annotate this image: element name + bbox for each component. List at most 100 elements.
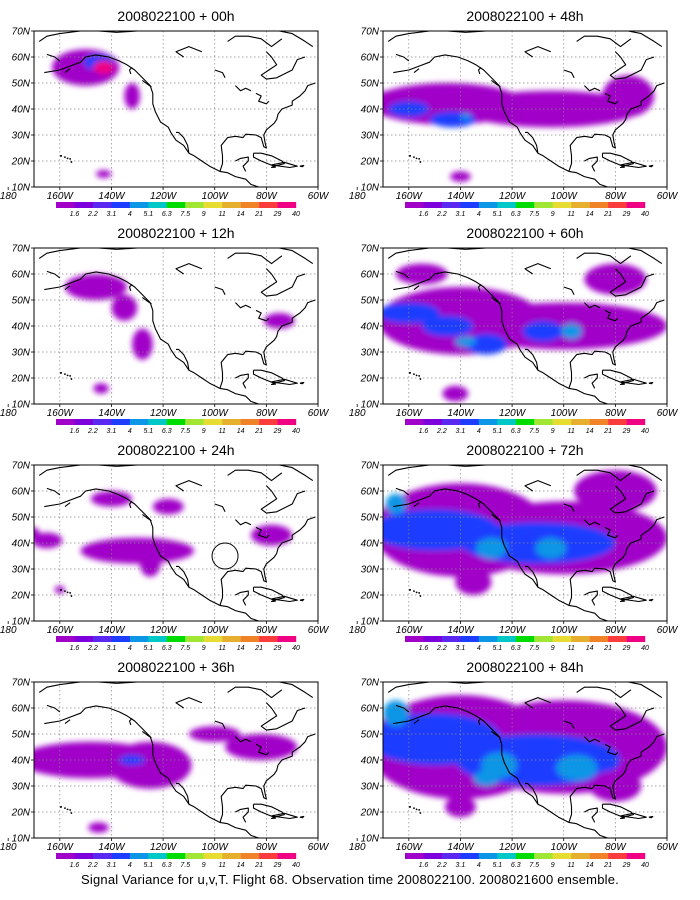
colorbar-swatch [478,202,498,208]
colorbar-label: 40 [292,211,300,218]
colorbar-swatch [129,853,149,859]
colorbar-label: 1.6 [70,645,80,652]
colorbar-label: 5.1 [143,862,153,869]
colorbar-swatch [111,419,131,425]
colorbar-label: 6.3 [162,428,172,435]
colorbar-swatch [277,853,297,859]
colorbar-swatch [222,202,241,208]
panel-title: 2008022100 + 84h [466,659,583,675]
lon-tick-label: 60W [308,625,330,636]
lon-tick-label: 80W [256,191,278,202]
grid-lines [383,682,667,838]
colorbar-label: 21 [603,211,612,218]
colorbar-label: 29 [273,428,282,435]
colorbar-label: 1.6 [419,645,429,652]
panel-title: 2008022100 + 48h [466,8,583,24]
lon-tick-label: 100W [202,842,230,853]
lon-tick-label: 100W [202,408,230,419]
lon-axis: 180 160W 140W 120W 100W 80W 60W [349,404,679,419]
colorbar-label: 3.1 [456,645,466,652]
colorbar-label: 9 [202,862,206,869]
colorbar-label: 2.2 [436,862,447,869]
colorbar-label: 21 [254,862,263,869]
colorbar-swatch [497,853,516,859]
colorbar-label: 29 [622,428,631,435]
lon-axis: 180 160W 140W 120W 100W 80W 60W [0,621,330,636]
colorbar-label: 6.3 [162,211,172,218]
colorbar-label: 4 [477,862,481,869]
colorbar-label: 4 [128,211,132,218]
colorbar-swatch [441,636,461,642]
lat-tick-label: 60N [12,270,31,281]
colorbar-swatch [460,202,480,208]
colorbar-swatch [515,853,535,859]
colorbar-swatch [497,419,516,425]
lat-tick-label: 70N [12,27,31,38]
colorbar-swatch [222,636,241,642]
lat-tick-label: 40N [361,105,380,116]
colorbar-label: 2.2 [436,211,447,218]
colorbar-swatch [423,419,443,425]
lat-tick-label: 60N [12,53,31,64]
colorbar-swatch [222,853,241,859]
lat-tick-label: 10N [12,183,31,194]
lat-axis: 10N 20N 30N 40N 50N 60N 70N [11,461,34,628]
map-panel: 2008022100 + 48h 180 160W 140W 120W 100W 80W 60… [349,8,679,218]
variance-shading [383,75,655,182]
lon-tick-label: 140W [98,408,126,419]
colorbar-label: 7.5 [529,211,539,218]
colorbar-label: 11 [219,645,226,652]
lon-tick-label: 60W [657,408,679,419]
lon-tick-label: 120W [499,842,527,853]
colorbar-label: 29 [273,211,282,218]
lon-tick-label: 120W [150,191,178,202]
colorbar-swatch [589,202,609,208]
lon-tick-label: 160W [396,191,424,202]
colorbar-label: 9 [202,211,206,218]
colorbar-swatch [441,202,461,208]
lat-axis: 10N 20N 30N 40N 50N 60N 70N [360,244,383,411]
colorbar-swatch [166,636,186,642]
map-plot-area [383,248,667,404]
colorbar-swatch [240,853,260,859]
colorbar-label: 40 [641,211,649,218]
map-plot-area [34,248,318,404]
colorbar-swatch [626,202,646,208]
lat-axis: 10N 20N 30N 40N 50N 60N 70N [360,461,383,628]
lat-tick-label: 50N [361,513,380,524]
lat-tick-label: 20N [11,808,31,819]
colorbar-label: 9 [202,645,206,652]
colorbar-swatch [111,636,131,642]
lat-tick-label: 60N [12,704,31,715]
colorbar-label: 5.1 [492,211,502,218]
colorbar-label: 7.5 [529,428,539,435]
lon-tick-label: 80W [256,842,278,853]
lat-tick-label: 20N [11,157,31,168]
colorbar-label: 6.3 [511,645,521,652]
colorbar-label: 14 [237,428,245,435]
map-plot-area [34,465,318,621]
lon-tick-label: 140W [447,625,475,636]
colorbar-label: 5.1 [492,428,502,435]
lon-tick-label: 100W [551,625,579,636]
colorbar-label: 21 [254,211,263,218]
colorbar-swatch [497,202,516,208]
colorbar-label: 29 [622,211,631,218]
lat-tick-label: 50N [361,79,380,90]
lat-tick-label: 40N [12,105,31,116]
colorbar: 1.6 2.2 3.1 4 5.1 6.3 7.5 9 11 14 21 29 40 [56,636,300,652]
lon-tick-label: 100W [551,191,579,202]
coastlines [38,682,316,838]
colorbar-swatch [259,202,278,208]
colorbar-swatch [534,202,553,208]
lat-axis: 10N 20N 30N 40N 50N 60N 70N [11,678,34,845]
colorbar-swatch [552,853,572,859]
lat-tick-label: 30N [361,348,380,359]
lon-tick-label: 80W [605,625,627,636]
colorbar-label: 7.5 [180,211,190,218]
colorbar-label: 14 [586,645,594,652]
colorbar-label: 5.1 [143,428,153,435]
lon-tick-label: 120W [150,408,178,419]
colorbar-swatch [460,853,480,859]
colorbar-label: 4 [477,428,481,435]
